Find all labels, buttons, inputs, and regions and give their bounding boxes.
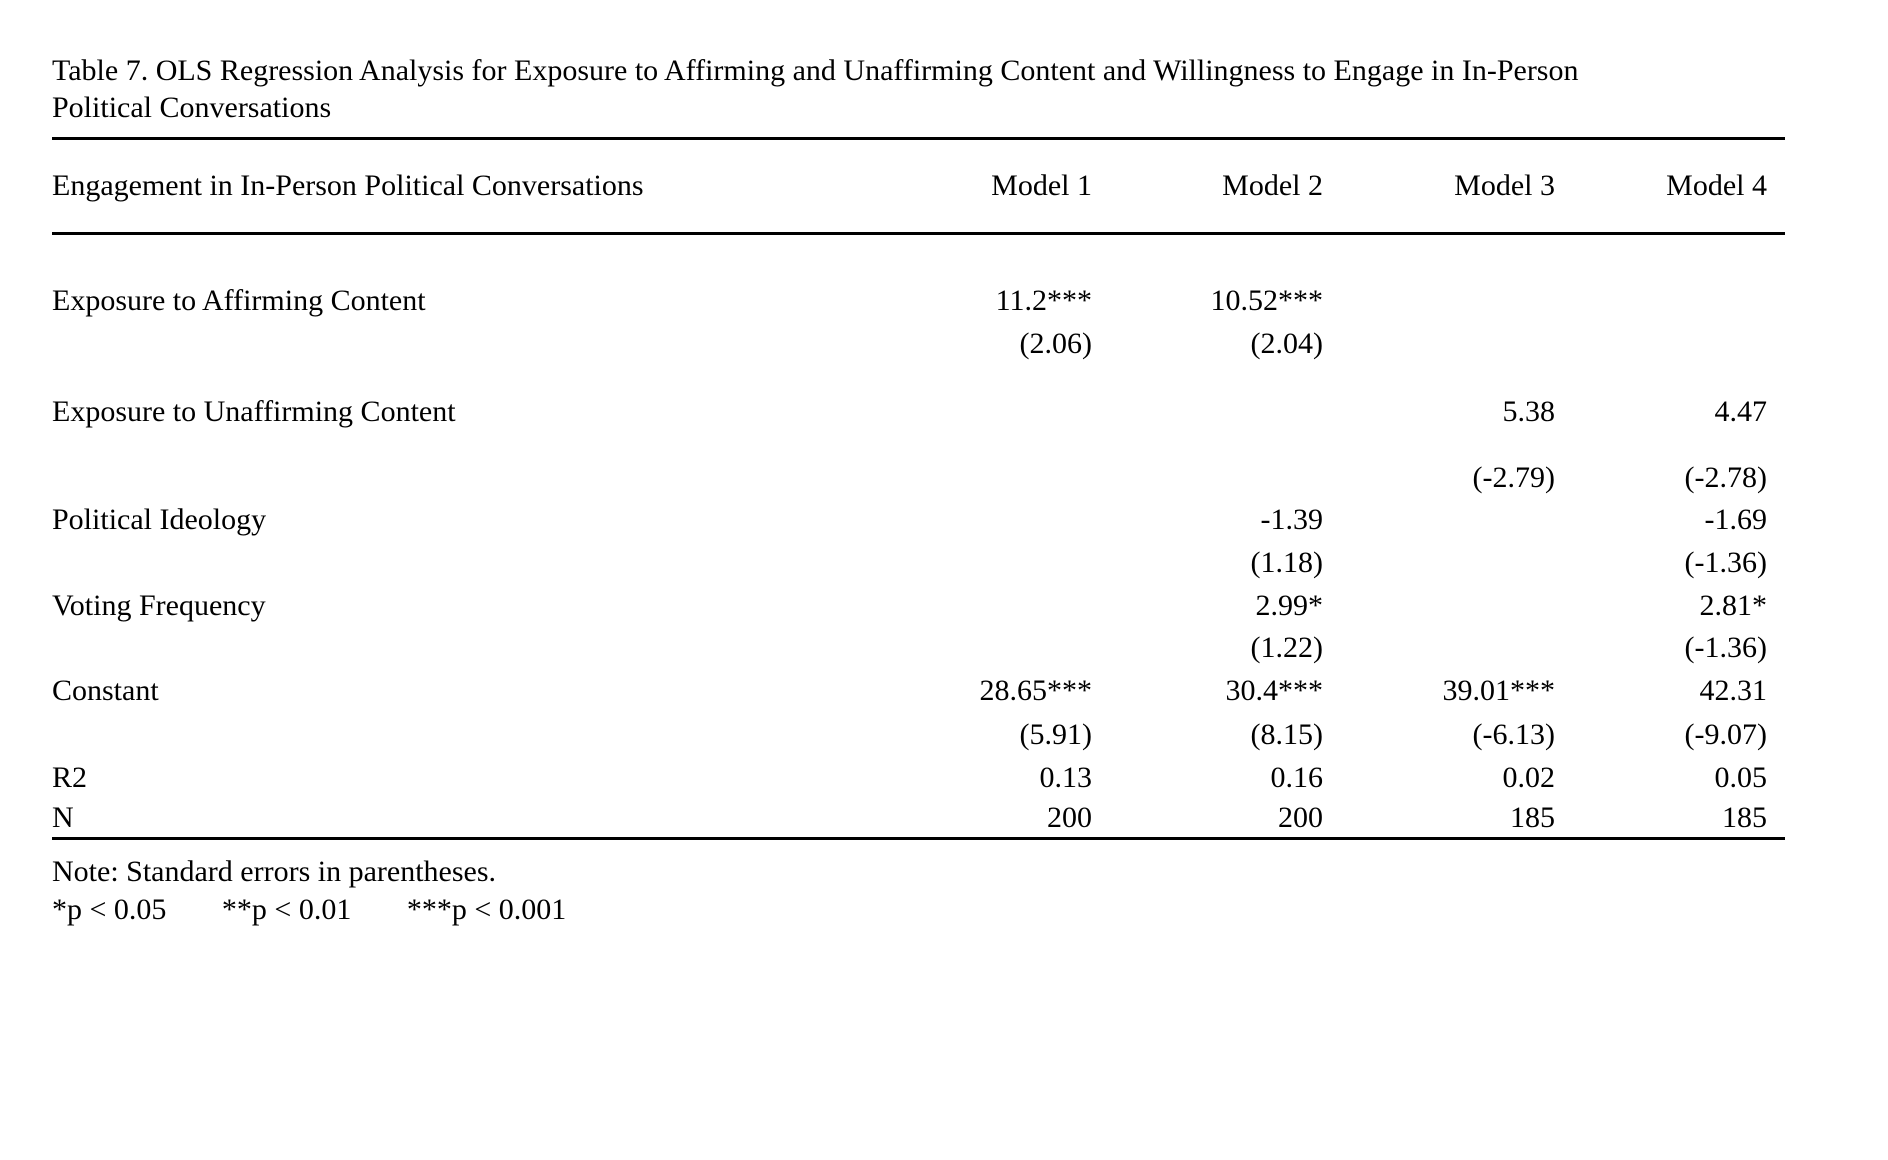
- cell-m2: 30.4***: [1225, 674, 1324, 707]
- cell-m3: [1323, 627, 1555, 670]
- cell-m3: (-2.79): [1472, 460, 1555, 494]
- cell-m1: 28.65***: [979, 674, 1093, 707]
- significance-legend: *p < 0.05 **p < 0.01 ***p < 0.001: [52, 891, 1888, 929]
- cell-m1: 0.13: [1039, 760, 1093, 794]
- cell-m4: (-9.07): [1684, 717, 1767, 751]
- row-label: R2: [52, 760, 88, 794]
- cell-m2: 2.99*: [1255, 588, 1324, 622]
- cell-m3: [1323, 498, 1555, 542]
- note-standard-errors: Note: Standard errors in parentheses.: [52, 855, 497, 888]
- cell-m3: (-6.13): [1472, 717, 1555, 751]
- row-label: [52, 542, 652, 585]
- row-label: Voting Frequency: [52, 588, 266, 622]
- sig-level-001: ***p < 0.001: [406, 893, 567, 926]
- table-title: Table 7. OLS Regression Analysis for Exp…: [52, 52, 1752, 126]
- cell-m2: (1.22): [1250, 631, 1323, 664]
- cell-m2: (8.15): [1250, 717, 1323, 751]
- cell-m4: (-1.36): [1684, 631, 1767, 664]
- table-header-row: Engagement in In-Person Political Conver…: [52, 137, 1785, 235]
- cell-m3: 39.01***: [1442, 674, 1556, 707]
- cell-m3: [1323, 323, 1555, 366]
- header-model-2: Model 2: [1092, 137, 1323, 235]
- cell-m2: 10.52***: [1210, 284, 1324, 317]
- cell-m4: 4.47: [1714, 394, 1768, 428]
- cell-m4: [1555, 280, 1767, 323]
- cell-m3: [1323, 542, 1555, 585]
- header-model-3: Model 3: [1323, 137, 1555, 235]
- cell-m3: 5.38: [1502, 394, 1556, 428]
- cell-m1: [652, 627, 1092, 670]
- cell-m2: [1092, 432, 1323, 498]
- cell-m1: [652, 585, 1092, 627]
- cell-m2: 0.16: [1270, 760, 1324, 794]
- header-model-4: Model 4: [1555, 137, 1767, 235]
- cell-m1: [652, 366, 1092, 432]
- cell-m4: -1.69: [1704, 502, 1768, 536]
- row-label: Exposure to Unaffirming Content: [52, 394, 456, 428]
- cell-m4: [1555, 323, 1767, 366]
- table-row: (5.91) (8.15) (-6.13) (-9.07): [52, 713, 1785, 757]
- table-row: R2 0.13 0.16 0.02 0.05: [52, 757, 1785, 799]
- cell-m4: 42.31: [1699, 674, 1768, 707]
- cell-m1: [652, 432, 1092, 498]
- cell-m1: 11.2***: [995, 284, 1092, 317]
- spacer-row: [52, 234, 1785, 280]
- table-row: Voting Frequency 2.99* 2.81*: [52, 585, 1785, 627]
- cell-m3: [1323, 585, 1555, 627]
- cell-m4: 2.81*: [1699, 588, 1768, 622]
- sig-level-01: **p < 0.01: [221, 893, 352, 926]
- row-label: [52, 323, 652, 366]
- table-row: (1.18) (-1.36): [52, 542, 1785, 585]
- document-page: Table 7. OLS Regression Analysis for Exp…: [0, 52, 1888, 1160]
- cell-m1: (5.91): [1019, 717, 1092, 751]
- row-label: [52, 627, 652, 670]
- cell-m1: [652, 498, 1092, 542]
- row-label: N: [52, 798, 652, 840]
- cell-m4: 185: [1555, 798, 1767, 840]
- cell-m1: (2.06): [1019, 327, 1092, 360]
- cell-m4: (-2.78): [1684, 460, 1767, 494]
- cell-m4: 0.05: [1714, 760, 1768, 794]
- row-label: [52, 713, 652, 757]
- table-row: Exposure to Affirming Content 11.2*** 10…: [52, 280, 1785, 323]
- table-row: Constant 28.65*** 30.4*** 39.01*** 42.31: [52, 670, 1785, 713]
- table-row: (2.06) (2.04): [52, 323, 1785, 366]
- table-row: (1.22) (-1.36): [52, 627, 1785, 670]
- cell-m3: 0.02: [1502, 760, 1556, 794]
- cell-m2: (1.18): [1250, 546, 1323, 579]
- table-row: (-2.79) (-2.78): [52, 432, 1785, 498]
- cell-m2: 200: [1092, 798, 1323, 840]
- cell-m3: [1323, 280, 1555, 323]
- cell-m2: -1.39: [1260, 502, 1324, 536]
- header-model-1: Model 1: [652, 137, 1092, 235]
- cell-m1: 200: [652, 798, 1092, 840]
- regression-table: Engagement in In-Person Political Conver…: [52, 137, 1785, 840]
- cell-m4: (-1.36): [1684, 546, 1767, 579]
- cell-m2: (2.04): [1250, 327, 1323, 360]
- row-label: Exposure to Affirming Content: [52, 284, 426, 317]
- table-row: Political Ideology -1.39 -1.69: [52, 498, 1785, 542]
- table-row: Exposure to Unaffirming Content 5.38 4.4…: [52, 366, 1785, 432]
- row-label: [52, 432, 652, 498]
- table-notes: Note: Standard errors in parentheses. *p…: [52, 853, 1888, 929]
- cell-m3: 185: [1323, 798, 1555, 840]
- row-label: Political Ideology: [52, 502, 267, 536]
- table-title-line2: Political Conversations: [52, 91, 332, 124]
- row-label: Constant: [52, 674, 159, 707]
- sig-level-05: *p < 0.05: [52, 893, 167, 926]
- header-row-label: Engagement in In-Person Political Conver…: [52, 137, 652, 235]
- table-title-line1: Table 7. OLS Regression Analysis for Exp…: [52, 54, 1579, 87]
- table-row: N 200 200 185 185: [52, 798, 1785, 840]
- cell-m2: [1092, 366, 1323, 432]
- cell-m1: [652, 542, 1092, 585]
